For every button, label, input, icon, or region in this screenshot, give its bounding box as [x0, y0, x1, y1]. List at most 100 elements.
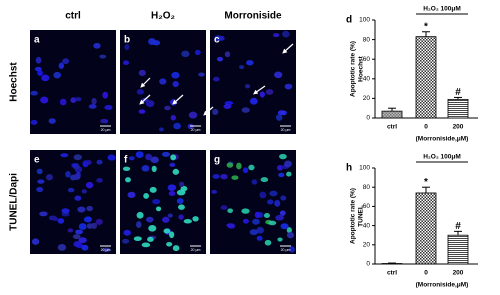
cell-nucleus [168, 190, 176, 196]
cell-nucleus [167, 213, 173, 218]
cell-nucleus [148, 225, 157, 232]
cell-nucleus [173, 122, 181, 130]
cell-nucleus [99, 54, 107, 59]
cell-nucleus [74, 97, 82, 102]
cell-nucleus [254, 211, 261, 219]
bar [381, 110, 403, 119]
cell-nucleus [104, 104, 113, 111]
cell-nucleus [128, 156, 135, 161]
cell-nucleus [179, 181, 185, 188]
cell-nucleus [277, 110, 286, 116]
cell-nucleus [72, 234, 81, 240]
x-tick-label: 200 [453, 270, 464, 277]
scale-bar-label: 20 μm [191, 248, 201, 252]
y-axis-label: Apoptotic rate (%) [350, 188, 357, 244]
cell-nucleus [259, 91, 265, 98]
y-tick-label: 100 [359, 165, 370, 172]
cell-nucleus [236, 162, 242, 170]
panel-letter: c [214, 35, 220, 46]
cell-nucleus [275, 214, 284, 221]
cell-nucleus [75, 242, 83, 249]
scale-bar-label: 20 μm [281, 128, 291, 132]
y-tick-label: 100 [359, 17, 370, 24]
significance-mark: # [455, 221, 461, 232]
cell-nucleus [145, 153, 153, 161]
cell-nucleus [161, 216, 170, 223]
cell-nucleus [192, 216, 199, 222]
cell-nucleus [166, 241, 173, 247]
cell-nucleus [170, 154, 177, 161]
cell-nucleus [31, 238, 40, 245]
cell-nucleus [150, 156, 159, 164]
cell-nucleus [289, 246, 295, 253]
panel-letter: e [34, 155, 40, 166]
y-axis-label: Apoptotic rate (%) [350, 41, 357, 97]
panel-letter: h [346, 163, 352, 174]
y-axis-label: TUNEL [358, 205, 365, 227]
cell-nucleus [171, 71, 180, 79]
cell-nucleus [37, 70, 43, 77]
cell-nucleus [172, 80, 179, 88]
cell-nucleus [170, 114, 177, 121]
y-tick-label: 60 [363, 203, 371, 210]
cell-nucleus [65, 171, 71, 178]
arrow [253, 85, 266, 95]
y-tick-label: 60 [363, 56, 371, 63]
cell-nucleus [256, 226, 264, 234]
row-label: Hoechst [9, 62, 20, 102]
y-tick-label: 0 [366, 115, 370, 122]
cell-nucleus [178, 204, 185, 210]
cell-nucleus [149, 186, 157, 193]
cell-nucleus [77, 206, 86, 213]
cell-nucleus [220, 173, 228, 180]
bar [447, 234, 469, 265]
panel-letter: d [346, 15, 352, 26]
cell-nucleus [217, 56, 224, 62]
cell-nucleus [138, 109, 146, 114]
cell-nucleus [59, 98, 67, 106]
cell-nucleus [81, 189, 88, 194]
column-header: H₂O₂ [151, 11, 175, 22]
cell-nucleus [78, 223, 87, 230]
cell-nucleus [67, 187, 75, 193]
cell-nucleus [83, 216, 93, 223]
cell-nucleus [256, 235, 263, 241]
cell-nucleus [53, 71, 62, 79]
cell-nucleus [81, 244, 89, 251]
cell-nucleus [141, 165, 150, 172]
cell-nucleus [57, 244, 67, 251]
cell-nucleus [45, 174, 53, 181]
panel-letter: g [214, 155, 220, 166]
cell-nucleus [280, 223, 289, 230]
micrograph [120, 150, 206, 254]
cell-nucleus [163, 228, 171, 234]
micrograph [30, 30, 116, 134]
cell-nucleus [172, 245, 180, 252]
cell-nucleus [159, 78, 167, 85]
cell-nucleus [194, 49, 201, 56]
y-tick-label: 40 [363, 76, 371, 83]
cell-nucleus [241, 208, 250, 214]
cell-nucleus [280, 195, 287, 201]
cell-nucleus [164, 105, 171, 111]
cell-nucleus [286, 231, 295, 239]
cell-nucleus [30, 90, 38, 96]
column-header: ctrl [65, 11, 81, 22]
cell-nucleus [239, 65, 245, 70]
cell-nucleus [252, 218, 260, 225]
arrow [139, 94, 151, 105]
cell-nucleus [284, 160, 292, 168]
cell-nucleus [263, 212, 270, 219]
cell-nucleus [176, 189, 186, 196]
cell-nucleus [48, 118, 56, 124]
cell-nucleus [264, 239, 272, 246]
cell-nucleus [75, 229, 84, 235]
cell-nucleus [136, 211, 144, 219]
y-tick-label: 80 [363, 184, 371, 191]
cell-nucleus [61, 212, 70, 217]
cell-nucleus [78, 237, 87, 244]
cell-nucleus [152, 198, 161, 205]
cell-nucleus [93, 42, 101, 49]
cell-nucleus [133, 236, 142, 242]
